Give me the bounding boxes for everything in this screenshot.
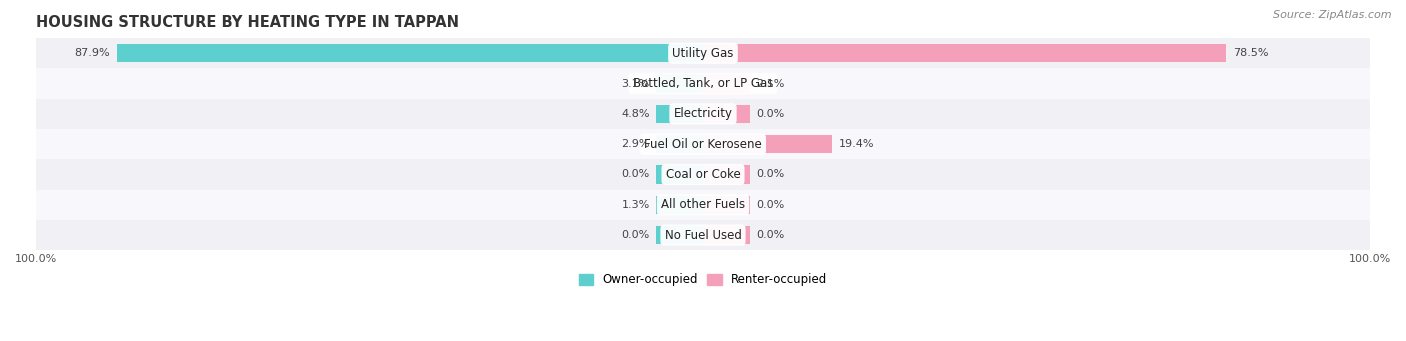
Bar <box>703 135 832 153</box>
Text: 19.4%: 19.4% <box>839 139 875 149</box>
Text: 0.0%: 0.0% <box>756 230 785 240</box>
Bar <box>703 74 749 93</box>
Bar <box>657 135 703 153</box>
Text: 0.0%: 0.0% <box>756 109 785 119</box>
Bar <box>117 44 703 62</box>
Text: Utility Gas: Utility Gas <box>672 47 734 60</box>
Text: 0.0%: 0.0% <box>756 200 785 210</box>
Text: 0.0%: 0.0% <box>621 169 650 179</box>
Bar <box>37 69 1369 99</box>
Bar <box>703 44 1226 62</box>
Text: 4.8%: 4.8% <box>621 109 650 119</box>
Text: No Fuel Used: No Fuel Used <box>665 228 741 242</box>
Legend: Owner-occupied, Renter-occupied: Owner-occupied, Renter-occupied <box>574 269 832 291</box>
Bar <box>37 190 1369 220</box>
Bar <box>657 226 703 244</box>
Text: HOUSING STRUCTURE BY HEATING TYPE IN TAPPAN: HOUSING STRUCTURE BY HEATING TYPE IN TAP… <box>37 15 460 30</box>
Text: 2.9%: 2.9% <box>621 139 650 149</box>
Bar <box>703 105 749 123</box>
Bar <box>37 220 1369 250</box>
Bar <box>657 165 703 183</box>
Bar <box>37 99 1369 129</box>
Text: 1.3%: 1.3% <box>621 200 650 210</box>
Bar <box>657 105 703 123</box>
Bar <box>37 159 1369 190</box>
Bar <box>703 165 749 183</box>
Text: 2.1%: 2.1% <box>756 78 785 89</box>
Bar <box>37 38 1369 69</box>
Text: 0.0%: 0.0% <box>756 169 785 179</box>
Bar <box>37 129 1369 159</box>
Text: Bottled, Tank, or LP Gas: Bottled, Tank, or LP Gas <box>633 77 773 90</box>
Bar <box>657 196 703 214</box>
Bar <box>703 196 749 214</box>
Bar <box>703 226 749 244</box>
Text: Electricity: Electricity <box>673 107 733 120</box>
Text: Source: ZipAtlas.com: Source: ZipAtlas.com <box>1274 10 1392 20</box>
Text: All other Fuels: All other Fuels <box>661 198 745 211</box>
Bar <box>657 74 703 93</box>
Text: 3.1%: 3.1% <box>621 78 650 89</box>
Text: 78.5%: 78.5% <box>1233 48 1268 58</box>
Text: 87.9%: 87.9% <box>75 48 110 58</box>
Text: Coal or Coke: Coal or Coke <box>665 168 741 181</box>
Text: Fuel Oil or Kerosene: Fuel Oil or Kerosene <box>644 138 762 151</box>
Text: 0.0%: 0.0% <box>621 230 650 240</box>
